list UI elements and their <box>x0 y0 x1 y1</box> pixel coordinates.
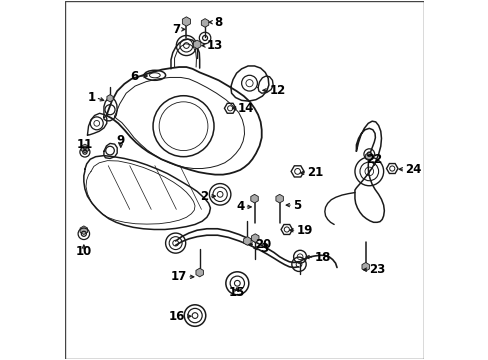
Text: 7: 7 <box>171 23 180 36</box>
Polygon shape <box>361 262 368 271</box>
Text: 21: 21 <box>306 166 323 179</box>
Polygon shape <box>80 226 87 234</box>
Text: 5: 5 <box>292 199 301 212</box>
Polygon shape <box>243 237 250 245</box>
Text: 4: 4 <box>236 201 244 213</box>
Polygon shape <box>193 40 201 49</box>
Text: 12: 12 <box>269 84 285 97</box>
Text: 3: 3 <box>260 242 268 255</box>
Text: 16: 16 <box>169 310 185 323</box>
Text: 15: 15 <box>228 287 244 300</box>
Polygon shape <box>182 17 190 26</box>
Text: 18: 18 <box>314 251 330 264</box>
Text: 20: 20 <box>255 238 271 251</box>
Polygon shape <box>196 268 203 277</box>
Text: 23: 23 <box>368 263 385 276</box>
Text: 22: 22 <box>366 153 382 166</box>
Text: 8: 8 <box>214 16 222 29</box>
Text: 24: 24 <box>405 163 421 176</box>
Text: 10: 10 <box>76 245 92 258</box>
Text: 2: 2 <box>200 190 208 203</box>
Polygon shape <box>251 234 259 242</box>
Polygon shape <box>201 19 208 27</box>
Text: 6: 6 <box>130 69 139 82</box>
Text: 11: 11 <box>77 138 93 150</box>
Polygon shape <box>275 194 283 203</box>
Text: 17: 17 <box>170 270 187 283</box>
Text: 14: 14 <box>237 102 253 115</box>
Polygon shape <box>81 144 88 153</box>
Text: 19: 19 <box>296 224 312 237</box>
Text: 9: 9 <box>117 134 124 147</box>
Polygon shape <box>107 95 113 102</box>
Text: 1: 1 <box>87 91 96 104</box>
Polygon shape <box>250 194 258 203</box>
Text: 13: 13 <box>206 39 223 52</box>
Polygon shape <box>365 152 372 161</box>
